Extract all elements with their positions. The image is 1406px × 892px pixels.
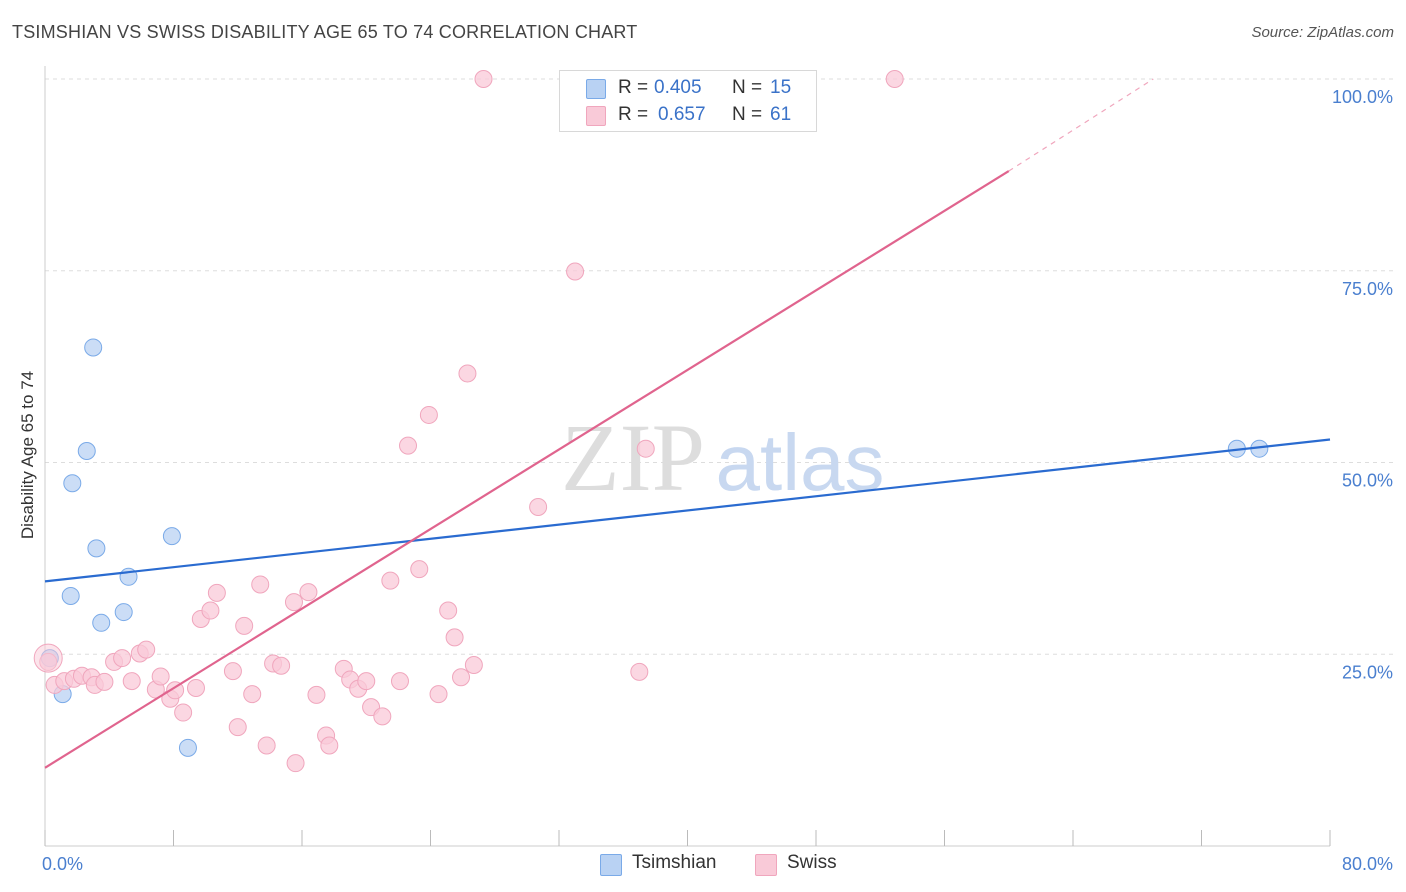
swiss-point: [320, 736, 339, 755]
source-label: Source: ZipAtlas.com: [1251, 24, 1394, 41]
swiss-point: [243, 685, 262, 704]
swiss-point: [429, 685, 448, 704]
bottom-legend-tsimshian: Tsimshian: [600, 852, 740, 876]
tsimshian-point: [77, 441, 96, 460]
x-tick-label: 0.0%: [42, 854, 83, 874]
swiss-point: [390, 672, 409, 691]
bottom-swiss-swatch: [755, 854, 777, 876]
swiss-point: [113, 649, 132, 668]
swiss-r-value: 0.657: [658, 104, 706, 125]
swiss-n-label: N =: [732, 104, 763, 125]
y-tick-label: 100.0%: [1332, 87, 1393, 107]
swiss-trend-extension: [1008, 78, 1154, 172]
swiss-point: [235, 616, 254, 635]
y-tick-label: 75.0%: [1342, 279, 1393, 299]
bottom-tsimshian-label: Tsimshian: [632, 852, 717, 873]
tsimshian-point: [84, 338, 103, 357]
swiss-point: [257, 736, 276, 755]
swiss-point: [474, 70, 493, 88]
x-tick-label: 80.0%: [1342, 854, 1393, 874]
watermark-zip: ZIP: [561, 404, 705, 511]
axes: [44, 66, 1331, 847]
swiss-point: [410, 560, 429, 579]
trend-lines: [44, 78, 1331, 769]
tsimshian-point: [162, 527, 181, 546]
bottom-legend-swiss: Swiss: [755, 852, 855, 876]
swiss-point: [299, 583, 318, 602]
tsimshian-point: [63, 474, 82, 493]
swiss-point: [272, 656, 291, 675]
swiss-point: [885, 70, 904, 88]
grid-lines: [45, 78, 1395, 655]
swiss-point-large: [33, 643, 63, 673]
tsimshian-n-value: 15: [770, 77, 792, 98]
swiss-point: [458, 364, 477, 383]
bottom-tsimshian-swatch: [600, 854, 622, 876]
swiss-r-label: R =: [618, 104, 649, 125]
swiss-point: [122, 672, 141, 691]
stats-legend: R = 0.405 N = 15 R = 0.657 N = 61: [559, 70, 817, 132]
tsimshian-point: [114, 603, 133, 622]
swiss-trend-line: [44, 170, 1010, 769]
tsimshian-trend-line: [44, 438, 1331, 583]
swiss-point: [286, 754, 305, 773]
swiss-point: [284, 593, 303, 612]
tsimshian-point: [92, 613, 111, 632]
tsimshian-point: [61, 586, 80, 605]
tsimshian-r-label: R =: [618, 77, 649, 98]
swiss-n-value: 61: [770, 104, 792, 125]
y-tick-label: 25.0%: [1342, 662, 1393, 682]
swiss-point: [223, 662, 242, 681]
swiss-point: [186, 678, 205, 697]
swiss-point: [95, 672, 114, 691]
swiss-point: [201, 601, 220, 620]
swiss-point: [419, 405, 438, 424]
swiss-point: [464, 655, 483, 674]
swiss-swatch: [586, 106, 606, 126]
swiss-point: [228, 718, 247, 737]
tsimshian-n-label: N =: [732, 77, 763, 98]
swiss-point: [207, 583, 226, 602]
chart-title: TSIMSHIAN VS SWISS DISABILITY AGE 65 TO …: [12, 22, 638, 42]
swiss-point: [636, 439, 655, 458]
tsimshian-point: [87, 539, 106, 558]
swiss-point: [137, 640, 156, 659]
y-tick-label: 50.0%: [1342, 471, 1393, 491]
swiss-point: [529, 497, 548, 516]
watermark-atlas: atlas: [716, 418, 885, 507]
tsimshian-r-value: 0.405: [654, 77, 702, 98]
swiss-point: [357, 672, 376, 691]
swiss-point: [307, 685, 326, 704]
swiss-point: [399, 436, 418, 455]
swiss-point: [439, 601, 458, 620]
tsimshian-swatch: [586, 79, 606, 99]
swiss-point: [166, 681, 185, 700]
tsimshian-point: [178, 738, 197, 757]
data-points: [33, 70, 1269, 773]
swiss-point: [445, 628, 464, 647]
bottom-swiss-label: Swiss: [787, 852, 837, 873]
swiss-point: [566, 262, 585, 281]
swiss-point: [630, 662, 649, 681]
swiss-point: [251, 575, 270, 594]
tick-labels: 25.0% 50.0% 75.0% 100.0% 0.0% 80.0%: [42, 87, 1393, 874]
swiss-point: [452, 668, 471, 687]
swiss-point: [174, 703, 193, 722]
swiss-point: [381, 571, 400, 590]
swiss-point: [151, 667, 170, 686]
swiss-point: [373, 707, 392, 726]
